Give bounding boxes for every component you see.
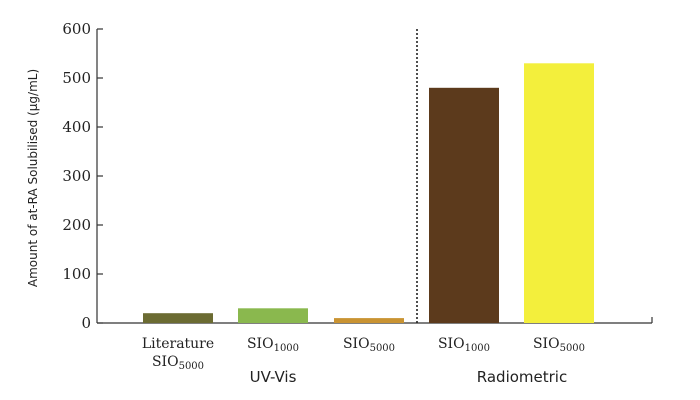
y-tick-label: 300	[62, 167, 91, 185]
category-label: SIO1000	[438, 336, 490, 354]
y-tick-label: 400	[62, 118, 91, 136]
category-label: Literature	[142, 336, 214, 352]
y-axis-title: Amount of at-RA Solubilised (µg/mL)	[26, 69, 40, 287]
y-tick-label: 200	[62, 216, 91, 234]
category-labels: Literature SIO5000 SIO1000 SIO5000 UV-Vis SIO…	[142, 336, 585, 386]
group-label: Radiometric	[477, 368, 567, 386]
bar	[334, 318, 404, 323]
group-label: UV-Vis	[250, 368, 297, 386]
category-label: SIO5000	[343, 336, 395, 354]
bar	[143, 313, 213, 323]
bar	[238, 308, 308, 323]
bar	[429, 87, 499, 323]
y-tick-label: 600	[62, 20, 91, 38]
y-tick-label: 500	[62, 69, 91, 87]
bars	[143, 29, 594, 324]
y-tick-label: 100	[62, 265, 91, 283]
category-label: SIO5000	[533, 336, 585, 354]
y-tick-label: 0	[81, 314, 91, 332]
category-label: SIO5000	[152, 354, 204, 372]
bar	[524, 63, 594, 324]
category-label: SIO1000	[247, 336, 299, 354]
